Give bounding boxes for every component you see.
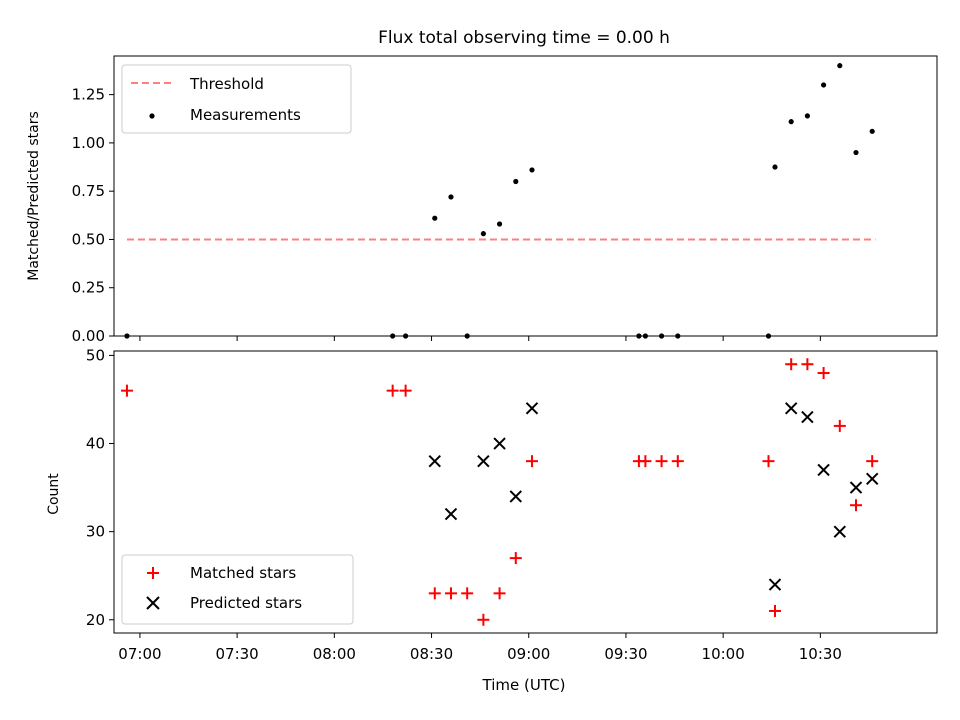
matched-star-point: [399, 384, 412, 397]
predicted-star-point: [493, 437, 506, 450]
top-y-tick-label: 0.00: [72, 327, 105, 345]
top-y-ticks: 0.00 0.25 0.50 0.75 1.00 1.25: [72, 86, 114, 345]
matched-star-point: [655, 455, 668, 468]
top-axes-frame: [113, 55, 938, 337]
predicted-star-point: [444, 507, 458, 521]
measurement-point: [788, 119, 794, 125]
bottom-legend-box: [121, 554, 354, 625]
matched-star-point: [768, 604, 781, 617]
measurement-point: [513, 178, 519, 185]
matched-star-point: [386, 384, 399, 397]
predicted-stars-legend-marker: [146, 596, 160, 610]
bottom-x-tick-label: 08:30: [410, 645, 453, 663]
measurements-legend-marker: [149, 113, 155, 119]
top-x-ticks: [139, 336, 821, 341]
matched-star-point: [461, 587, 474, 600]
matched-star-point: [639, 455, 652, 468]
matched-star-point: [428, 587, 441, 600]
predicted-star-point: [784, 402, 798, 415]
top-y-tick-label: 0.75: [72, 182, 105, 200]
bottom-y-tick-label: 50: [86, 346, 105, 364]
predicted-star-point: [865, 472, 879, 485]
bottom-y-axis-label: Count: [46, 473, 62, 515]
measurement-point: [480, 231, 486, 237]
top-y-tick-label: 0.25: [72, 279, 105, 297]
bottom-x-axis-label: Time (UTC): [482, 676, 566, 694]
matched-star-point: [801, 358, 814, 371]
threshold-legend-label: Threshold: [189, 75, 264, 93]
bottom-x-ticks: 07:00 07:30 08:00 08:30 09:00 09:30 10:00 10:30: [118, 633, 842, 663]
matched-star-point: [762, 455, 775, 468]
top-legend: Threshold Measurements: [121, 64, 352, 134]
top-chart-title: Flux total observing time = 0.00 h: [378, 28, 670, 48]
predicted-star-point: [477, 454, 490, 468]
bottom-y-tick-label: 20: [86, 611, 105, 629]
matched-star-point: [817, 367, 830, 380]
matched-star-point: [477, 613, 490, 626]
measurement-point: [820, 82, 827, 88]
predicted-star-point: [849, 481, 863, 494]
bottom-x-tick-label: 10:00: [702, 645, 745, 663]
measurement-point: [869, 128, 875, 134]
bottom-x-tick-label: 08:00: [313, 645, 356, 663]
bottom-y-tick-label: 30: [86, 523, 105, 541]
bottom-x-tick-label: 09:30: [604, 645, 647, 663]
bottom-panel: Count 20 30 40 50 07:00 07:30 08:00 08:30 09:00…: [46, 346, 938, 694]
bottom-y-tick-label: 40: [86, 435, 105, 453]
matched-star-point: [866, 455, 879, 468]
bottom-legend: Matched stars Predicted stars: [121, 554, 354, 625]
predicted-star-point: [801, 410, 814, 424]
predicted-star-point: [428, 454, 441, 468]
matched-star-point: [525, 455, 538, 468]
bottom-y-ticks: 20 30 40 50: [86, 346, 114, 629]
bottom-axes-frame: [113, 350, 938, 634]
matched-star-point: [849, 499, 862, 512]
measurement-point: [804, 113, 810, 119]
count-points: [120, 358, 879, 626]
top-y-tick-label: 1.25: [72, 86, 105, 104]
matched-stars-legend-label: Matched stars: [190, 564, 296, 582]
predicted-star-point: [833, 525, 847, 538]
measurement-point: [529, 167, 535, 173]
top-panel: Matched/Predicted stars 0.00 0.25 0.50 0.75…: [26, 55, 938, 345]
matched-star-point: [493, 587, 506, 600]
measurements-legend-label: Measurements: [190, 106, 301, 124]
measurement-point: [853, 149, 859, 156]
top-y-tick-label: 1.00: [72, 134, 105, 152]
measurement-point: [432, 215, 438, 221]
matched-stars-legend-marker: [147, 567, 159, 579]
matched-star-point: [120, 384, 133, 397]
predicted-stars-legend-label: Predicted stars: [190, 594, 302, 612]
matched-star-point: [833, 419, 846, 432]
predicted-star-point: [817, 463, 830, 477]
top-y-axis-label: Matched/Predicted stars: [26, 111, 42, 281]
bottom-x-tick-label: 10:30: [799, 645, 842, 663]
predicted-star-point: [509, 490, 522, 503]
predicted-star-point: [525, 402, 539, 415]
bottom-x-tick-label: 09:00: [507, 645, 550, 663]
bottom-x-tick-label: 07:30: [216, 645, 259, 663]
measurement-point: [496, 221, 503, 227]
measurement-point: [837, 63, 843, 69]
top-legend-box: [121, 64, 352, 134]
measurement-point: [772, 164, 778, 170]
matched-star-point: [671, 455, 684, 468]
matched-star-point: [785, 358, 798, 371]
measurement-point: [448, 194, 454, 200]
matched-star-point: [444, 587, 457, 600]
predicted-star-point: [768, 578, 782, 591]
matched-star-point: [509, 552, 522, 565]
bottom-x-tick-label: 07:00: [118, 645, 161, 663]
top-y-tick-label: 0.50: [72, 230, 105, 248]
